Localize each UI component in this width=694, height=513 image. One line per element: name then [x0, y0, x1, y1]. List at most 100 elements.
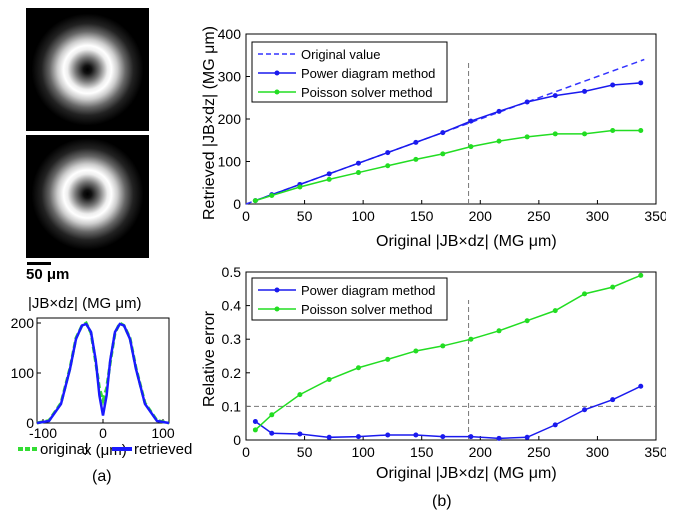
ytick-label: 0.3 — [222, 331, 242, 347]
series-marker-1 — [297, 392, 303, 398]
retrieved-vs-original-chart: 0 50 100 150 200 250 300 350 0 100 200 300 400 Origi… — [201, 26, 666, 250]
profile-xtick-label: 100 — [151, 425, 175, 441]
top-legend: Original value Power diagram method Pois… — [251, 41, 448, 103]
series-marker-1 — [440, 343, 446, 349]
legend-poisson-label: Poisson solver method — [301, 85, 433, 100]
ytick-label: 0.4 — [222, 298, 242, 314]
series-marker-2 — [610, 127, 616, 133]
legend-power-marker — [274, 287, 280, 293]
series-marker-1 — [326, 377, 332, 383]
ytick-label: 0.1 — [222, 398, 242, 414]
profile-ytick-label: 200 — [11, 315, 35, 331]
profile-ytick-label: 0 — [26, 415, 34, 431]
series-marker-2 — [413, 156, 419, 162]
series-line-2 — [255, 129, 641, 202]
xtick-label: 100 — [351, 208, 375, 224]
series-marker-2 — [326, 176, 332, 182]
ytick-label: 200 — [218, 111, 242, 127]
series-marker-2 — [552, 131, 558, 137]
ring-glow — [26, 135, 149, 258]
series-marker-0 — [468, 434, 474, 440]
xtick-label: 300 — [586, 208, 610, 224]
series-marker-0 — [252, 419, 258, 425]
series-marker-2 — [582, 131, 588, 137]
xtick-label: 0 — [242, 444, 250, 460]
panel-label-b: (b) — [432, 493, 452, 510]
series-marker-0 — [552, 422, 558, 428]
series-marker-1 — [552, 93, 558, 99]
profile-retrieved-line — [36, 322, 170, 425]
ytick-label: 0.2 — [222, 365, 242, 381]
scale-bar-label: 50 μm — [26, 266, 70, 283]
xtick-label: 100 — [351, 444, 375, 460]
series-marker-1 — [496, 328, 502, 334]
series-marker-1 — [638, 80, 644, 86]
legend-poisson-marker — [274, 306, 280, 312]
series-marker-1 — [524, 99, 530, 105]
xtick-label: 50 — [297, 444, 313, 460]
series-marker-1 — [552, 308, 558, 314]
xtick-label: 150 — [410, 208, 434, 224]
series-marker-1 — [413, 348, 419, 354]
legend-poisson-label: Poisson solver method — [301, 302, 433, 317]
legend-original-value-label: Original value — [301, 47, 381, 62]
xtick-label: 250 — [527, 444, 551, 460]
series-marker-0 — [413, 432, 419, 438]
legend-power-label: Power diagram method — [301, 283, 435, 298]
profile-ytick-label: 100 — [11, 365, 35, 381]
series-marker-2 — [496, 138, 502, 144]
series-marker-0 — [269, 430, 275, 436]
ytick-label: 0.5 — [222, 264, 242, 280]
top-xlabel: Original |JB×dz| (MG μm) — [376, 233, 557, 250]
ytick-label: 0 — [233, 196, 241, 212]
series-marker-2 — [385, 163, 391, 169]
series-marker-2 — [297, 184, 303, 190]
bottom-legend: Power diagram method Poisson solver meth… — [251, 277, 448, 321]
legend-power-label: Power diagram method — [301, 66, 435, 81]
series-marker-1 — [582, 291, 588, 297]
series-marker-1 — [252, 427, 258, 433]
series-marker-1 — [524, 318, 530, 324]
xtick-label: 250 — [527, 208, 551, 224]
ytick-label: 400 — [218, 26, 242, 42]
series-marker-1 — [496, 108, 502, 114]
series-marker-1 — [468, 336, 474, 342]
series-marker-1 — [468, 118, 474, 124]
series-marker-0 — [297, 431, 303, 437]
xtick-label: 200 — [469, 444, 493, 460]
series-marker-0 — [496, 435, 502, 441]
series-marker-0 — [638, 383, 644, 389]
xtick-label: 200 — [469, 208, 493, 224]
series-marker-0 — [326, 434, 332, 440]
series-marker-2 — [252, 198, 258, 204]
series-marker-1 — [326, 171, 332, 177]
profile-title: |JB×dz| (MG μm) — [28, 295, 142, 312]
bottom-axes-box — [245, 271, 657, 441]
ring-image-retrieved — [26, 135, 149, 258]
legend-original-label: original — [40, 441, 88, 458]
legend-power-marker — [274, 70, 280, 76]
xtick-label: 300 — [586, 444, 610, 460]
top-ylabel: Retrieved |JB×dz| (MG μm) — [201, 26, 218, 220]
series-marker-2 — [440, 151, 446, 157]
xtick-label: 350 — [644, 444, 666, 460]
ring-glow — [26, 8, 149, 131]
ytick-label: 300 — [218, 69, 242, 85]
xtick-label: 150 — [410, 444, 434, 460]
series-marker-2 — [355, 170, 361, 176]
series-marker-1 — [610, 284, 616, 290]
series-marker-0 — [385, 432, 391, 438]
series-marker-1 — [582, 88, 588, 94]
series-marker-1 — [385, 356, 391, 362]
legend-retrieved-label: retrieved — [134, 441, 192, 458]
series-marker-0 — [582, 407, 588, 413]
panel-label-a: (a) — [92, 468, 112, 485]
ytick-label: 100 — [218, 154, 242, 170]
legend-poisson-marker — [274, 89, 280, 95]
series-marker-0 — [355, 434, 361, 440]
profile-xtick-label: -100 — [29, 425, 57, 441]
ytick-label: 0 — [233, 432, 241, 448]
xtick-label: 50 — [297, 208, 313, 224]
series-marker-2 — [468, 144, 474, 150]
series-marker-1 — [638, 272, 644, 278]
